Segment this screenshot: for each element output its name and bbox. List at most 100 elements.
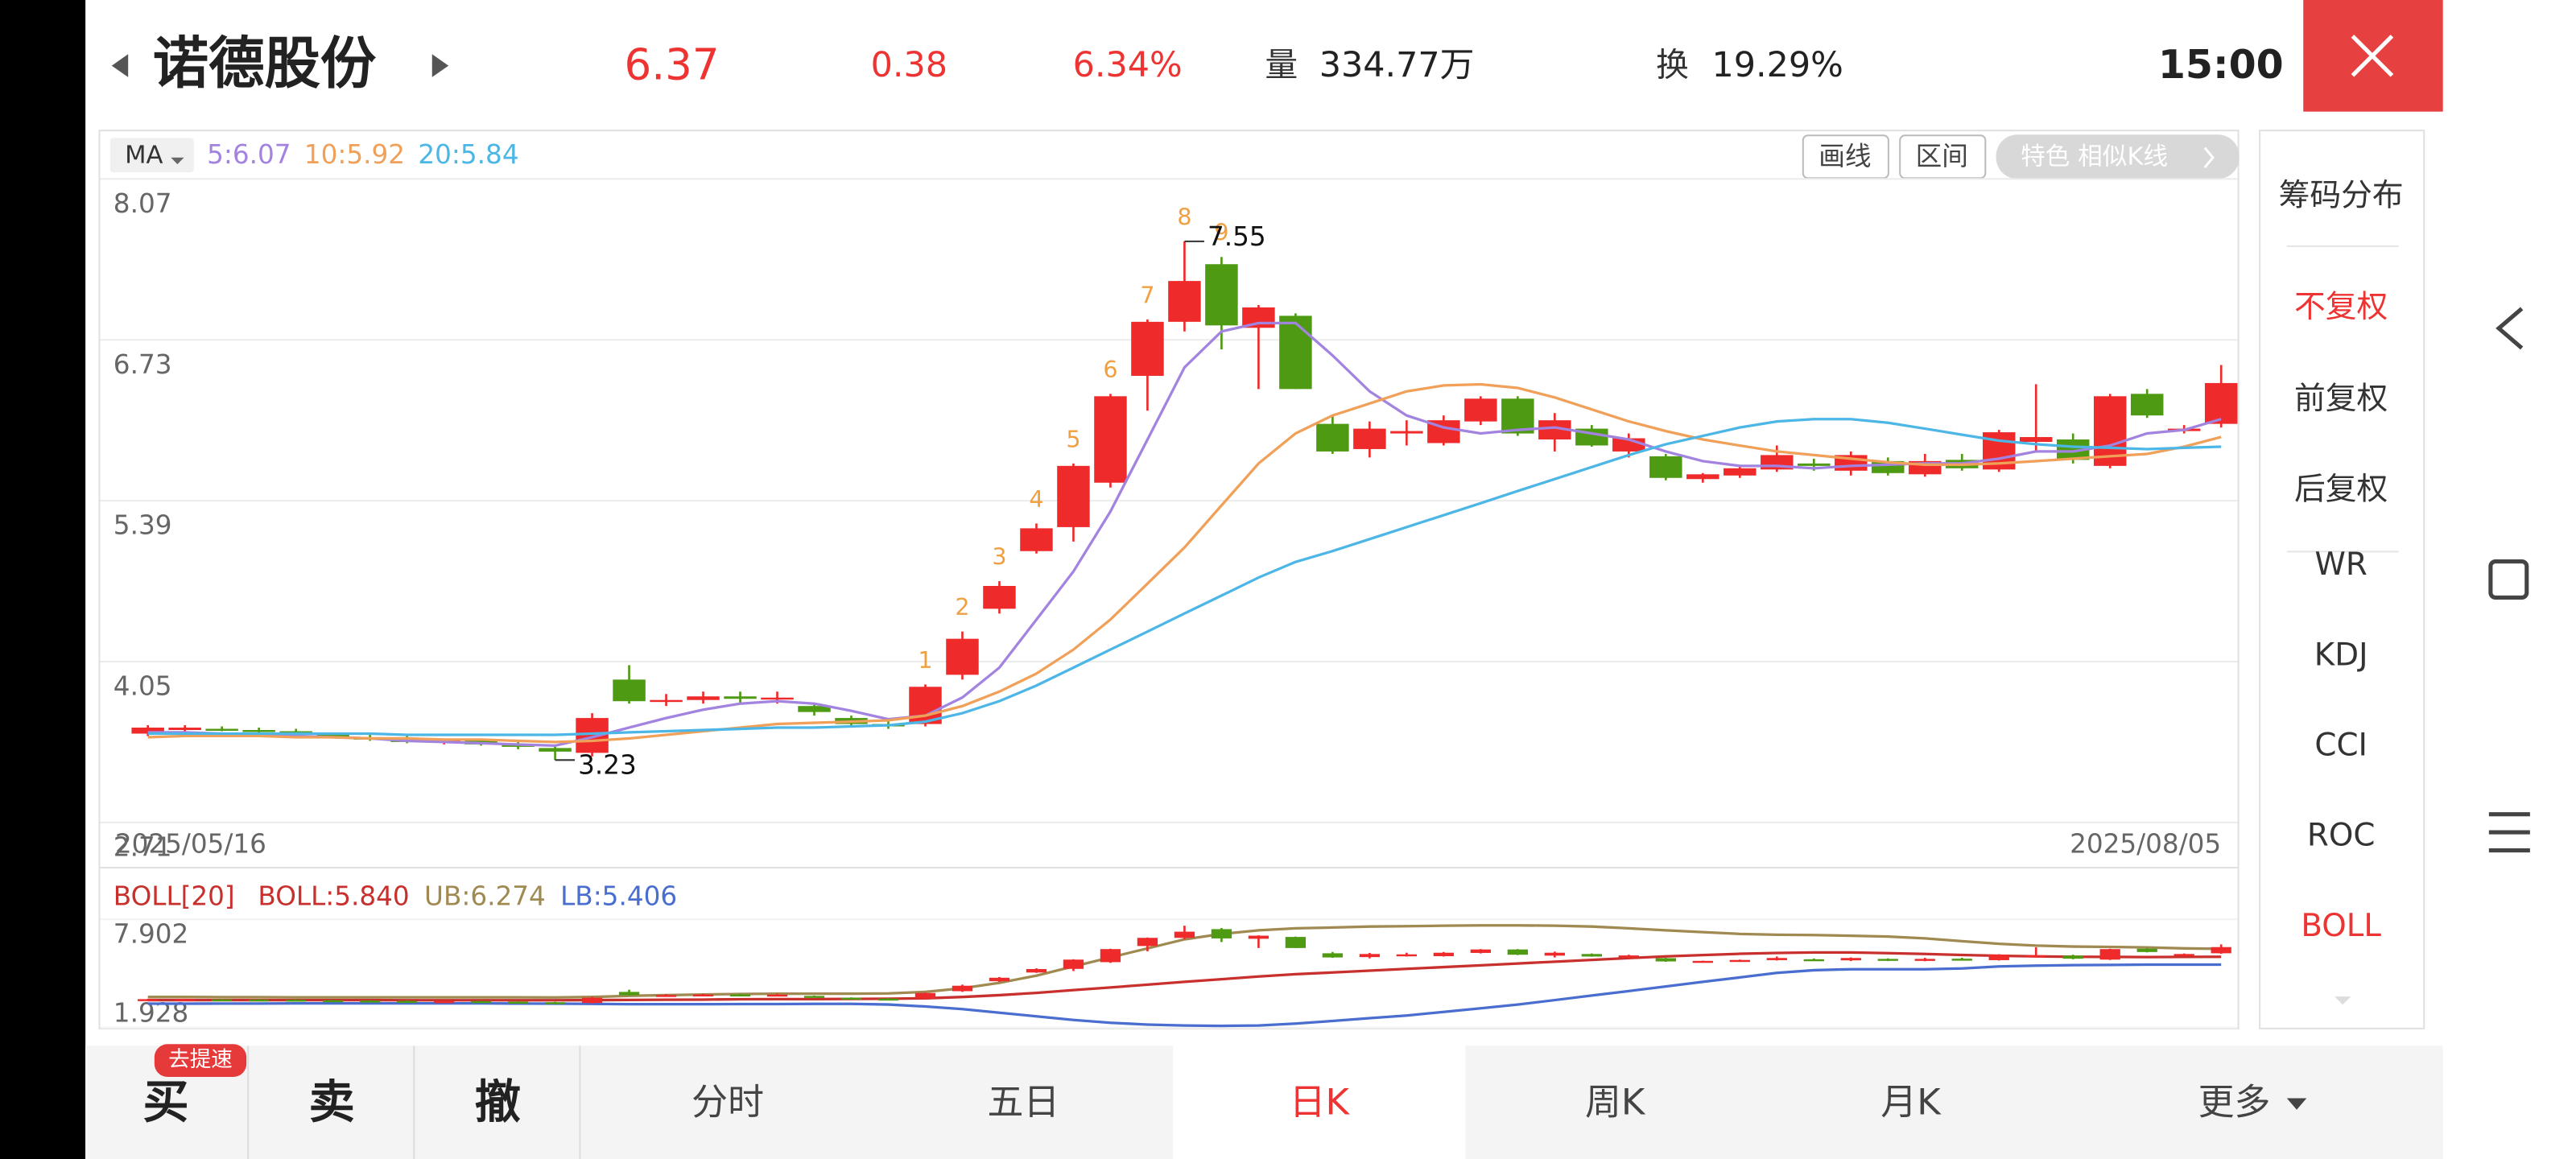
candle-body bbox=[1649, 456, 1682, 478]
candle-body bbox=[766, 994, 788, 997]
ma-line bbox=[147, 382, 2222, 744]
tab-active-bg bbox=[1173, 1046, 1466, 1159]
tab[interactable]: 买 bbox=[143, 1075, 189, 1128]
candle-body bbox=[650, 699, 683, 703]
side-menu-item[interactable]: 前复权 bbox=[2294, 381, 2388, 417]
tab[interactable]: 月K bbox=[1880, 1081, 1942, 1124]
boll-line bbox=[147, 951, 2222, 1002]
candle-body bbox=[1131, 321, 1164, 376]
boll-line bbox=[147, 963, 2222, 1028]
sequence-label: 4 bbox=[1029, 485, 1043, 513]
time: 15:00 bbox=[2158, 42, 2284, 88]
candle-body bbox=[2099, 949, 2120, 960]
sequence-label: 3 bbox=[992, 542, 1006, 570]
boll-legend: UB:6.274 bbox=[424, 881, 546, 912]
candle-body bbox=[1316, 423, 1349, 452]
tab[interactable]: 撤 bbox=[475, 1075, 521, 1128]
candle-body bbox=[1655, 958, 1676, 962]
candle-body bbox=[1464, 398, 1497, 422]
candle-body bbox=[655, 995, 677, 997]
change-pct: 6.34% bbox=[1073, 45, 1183, 85]
candle-body bbox=[724, 696, 757, 699]
badge: 去提速 bbox=[168, 1047, 233, 1072]
extreme-label: 3.23 bbox=[578, 749, 637, 780]
ma-button-label: MA bbox=[125, 141, 163, 169]
ma-legend: 10:5.92 bbox=[304, 139, 405, 170]
candle-body bbox=[1803, 959, 1824, 962]
chart-panel bbox=[98, 130, 2240, 1029]
feature-label: 特色 相似K线 bbox=[2021, 142, 2168, 171]
tab[interactable]: 更多 bbox=[2198, 1081, 2271, 1124]
tab[interactable]: 分时 bbox=[691, 1081, 764, 1124]
candle-body bbox=[1057, 465, 1090, 527]
draw-label: 画线 bbox=[1818, 141, 1871, 171]
nav-home[interactable] bbox=[2488, 559, 2529, 600]
candle-body bbox=[1137, 938, 1158, 947]
x-tick-label: 2025/05/16 bbox=[115, 828, 266, 859]
side-menu-item[interactable]: 后复权 bbox=[2294, 471, 2388, 507]
candle-body bbox=[168, 728, 201, 731]
tab[interactable]: 周K bbox=[1585, 1081, 1646, 1124]
turnover: 19.29% bbox=[1712, 45, 1843, 85]
candle-body bbox=[1581, 954, 1602, 957]
tab[interactable]: 五日 bbox=[988, 1081, 1060, 1124]
candle-body bbox=[1914, 959, 1935, 961]
candle-body bbox=[1507, 949, 1528, 955]
candle-body bbox=[687, 696, 720, 700]
ma-dropdown bbox=[171, 157, 184, 164]
feature-arrow bbox=[2203, 146, 2215, 169]
candle-body bbox=[1538, 420, 1571, 440]
nav-back[interactable] bbox=[2496, 307, 2524, 350]
change: 0.38 bbox=[871, 45, 947, 85]
candle-body bbox=[1686, 474, 1719, 480]
candle-body bbox=[877, 998, 899, 1001]
side-menu-item[interactable]: 筹码分布 bbox=[2279, 177, 2404, 213]
candle-body bbox=[1279, 316, 1312, 390]
side-menu-item[interactable]: ROC bbox=[2307, 818, 2376, 854]
sequence-label: 8 bbox=[1177, 203, 1191, 230]
y-tick-label: 4.05 bbox=[114, 671, 172, 702]
side-menu-item[interactable]: KDJ bbox=[2314, 637, 2368, 673]
sequence-label: 7 bbox=[1140, 281, 1154, 308]
range-label: 区间 bbox=[1916, 141, 1968, 171]
side-menu-item[interactable]: WR bbox=[2315, 547, 2368, 583]
side-menu-item[interactable]: 不复权 bbox=[2294, 289, 2388, 325]
candle-body bbox=[1211, 929, 1232, 938]
y-tick-label: 6.73 bbox=[114, 349, 172, 380]
candle-body bbox=[544, 1002, 566, 1004]
nav-menu[interactable] bbox=[2488, 812, 2530, 853]
side-menu-item[interactable]: CCI bbox=[2314, 728, 2368, 764]
tab[interactable]: 日K bbox=[1290, 1081, 1351, 1124]
candle-body bbox=[1205, 264, 1238, 326]
candle-body bbox=[1174, 931, 1195, 938]
sequence-label: 1 bbox=[918, 646, 932, 674]
side-menu-item[interactable]: BOLL bbox=[2301, 908, 2381, 944]
sequence-label: 2 bbox=[955, 593, 969, 621]
prev-stock[interactable] bbox=[111, 54, 129, 77]
left-bezel bbox=[0, 0, 86, 1159]
ma-legend: 5:6.07 bbox=[207, 139, 291, 170]
ma-button[interactable] bbox=[109, 138, 194, 173]
boll-line bbox=[147, 924, 2222, 999]
candle-body bbox=[1692, 960, 1713, 963]
candle-body bbox=[1390, 431, 1423, 434]
candle-body bbox=[692, 994, 714, 996]
feature-button[interactable] bbox=[1996, 134, 2240, 179]
candle-body bbox=[1026, 968, 1047, 973]
candle-body bbox=[131, 728, 164, 734]
candle-body bbox=[613, 679, 646, 702]
candle-body bbox=[1285, 937, 1307, 948]
side-panel bbox=[2259, 130, 2425, 1029]
candle-body bbox=[2062, 955, 2083, 959]
boll-legend: BOLL:5.840 bbox=[258, 881, 409, 912]
y-tick-label: 2.71 bbox=[114, 832, 172, 863]
tab[interactable]: 卖 bbox=[309, 1075, 355, 1128]
next-stock[interactable] bbox=[431, 54, 449, 77]
sequence-label: 5 bbox=[1066, 425, 1080, 452]
candle-body bbox=[322, 1000, 344, 1003]
candle-body bbox=[2174, 954, 2194, 956]
candle-body bbox=[205, 728, 238, 731]
candle-body bbox=[1470, 949, 1492, 953]
candle-body bbox=[729, 994, 751, 996]
